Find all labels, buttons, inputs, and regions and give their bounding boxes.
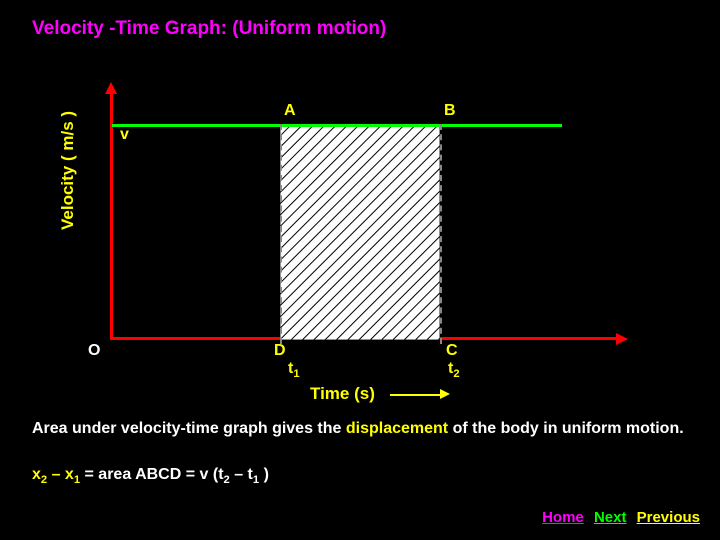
next-link[interactable]: Next <box>594 509 627 526</box>
x-axis-label: Time (s) <box>310 384 375 404</box>
tick-t1: t1 <box>288 360 300 380</box>
nav-links: Home Next Previous <box>536 509 700 526</box>
velocity-line <box>112 124 562 127</box>
statement-1: Area under velocity-time graph gives the… <box>32 420 684 437</box>
vt-graph: v A B C D O t1 t2 <box>110 100 610 340</box>
y-axis-arrow-icon <box>105 82 117 94</box>
tick-t2: t2 <box>448 360 460 380</box>
label-c: C <box>446 342 458 360</box>
label-d: D <box>274 342 286 360</box>
label-origin: O <box>88 342 100 360</box>
x-axis-arrow-icon <box>616 333 628 345</box>
y-axis-label: Velocity ( m/s ) <box>58 111 78 230</box>
x-label-arrow-shaft <box>390 394 440 396</box>
dash-t1 <box>280 124 282 344</box>
statement-formula: x2 – x1 = area ABCD = v (t2 – t1 ) <box>32 464 269 488</box>
page-title: Velocity -Time Graph: (Uniform motion) <box>32 18 386 40</box>
y-axis <box>110 90 113 340</box>
previous-link[interactable]: Previous <box>637 509 700 526</box>
hatched-area <box>280 124 440 340</box>
x-label-arrow-icon <box>440 389 450 399</box>
home-link[interactable]: Home <box>542 509 584 526</box>
statement-area: Area under velocity-time graph gives the… <box>32 418 688 440</box>
label-b: B <box>444 102 456 120</box>
title-text: Velocity -Time Graph: (Uniform motion) <box>32 18 386 39</box>
label-a: A <box>284 102 296 120</box>
label-v: v <box>120 126 129 144</box>
dash-t2 <box>440 124 442 344</box>
